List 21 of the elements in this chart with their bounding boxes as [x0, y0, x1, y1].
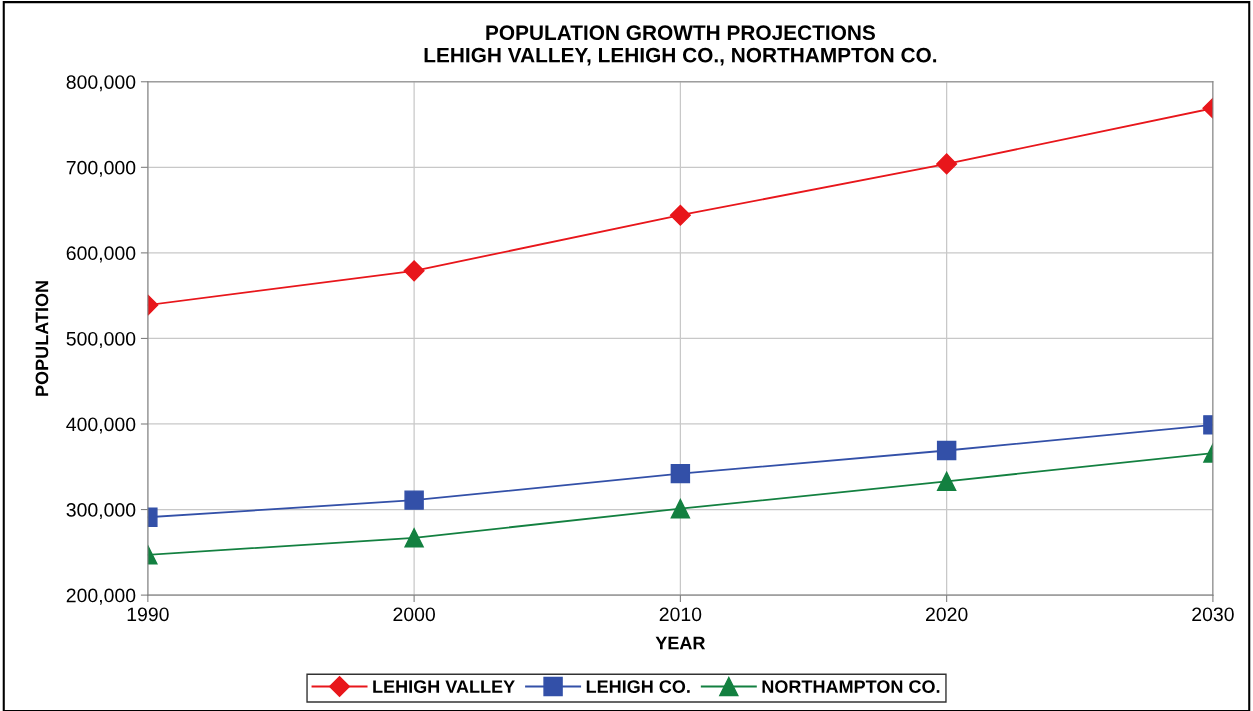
x-tick-label: 2010	[659, 607, 702, 622]
legend-label: NORTHAMPTON CO.	[762, 680, 940, 693]
point	[670, 498, 691, 519]
x-tick-label: 2020	[925, 607, 968, 622]
y-tick-label: 300,000	[66, 503, 136, 520]
legend-label: LEHIGH VALLEY	[373, 680, 515, 693]
x-tick-label: 2000	[393, 607, 435, 622]
y-tick-label: 200,000	[66, 588, 136, 605]
y-tick-label: 400,000	[66, 417, 136, 434]
chart-title: POPULATION GROWTH PROJECTIONS LEHIGH VALLEY, LEHIGH CO., NORTHAMPTON CO.	[424, 25, 937, 66]
legend-label: LEHIGH CO.	[586, 680, 690, 693]
x-tick-label: 1990	[127, 607, 169, 622]
point	[670, 463, 691, 484]
point	[669, 204, 691, 226]
y-tick-label: 700,000	[66, 160, 136, 177]
y-tick-label: 800,000	[66, 75, 136, 92]
y-axis-title: POPULATION	[35, 281, 49, 396]
x-tick-label: 2030	[1192, 607, 1234, 622]
y-tick-label: 600,000	[66, 246, 136, 263]
y-tick-label: 500,000	[66, 331, 136, 348]
x-axis-title: YEAR	[655, 636, 706, 650]
